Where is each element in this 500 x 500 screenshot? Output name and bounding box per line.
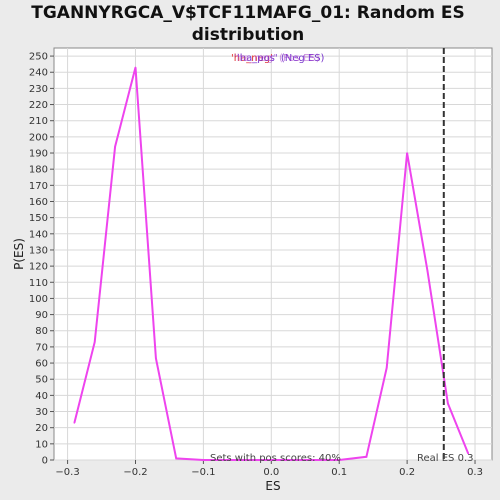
y-tick-label: 110 [29,278,48,289]
pos-scores-annotation: Sets with pos scores: 40% [210,453,341,464]
x-tick-label: 0.1 [331,467,347,478]
y-axis: 0 10 20 30 40 50 60 70 80 90 100 110 120 130 140 150 160… [29,52,54,467]
series-layer [73,66,470,461]
y-tick-label: 100 [29,294,48,305]
y-tick-label: 250 [29,52,48,63]
x-tick-label: −0.1 [191,467,215,478]
plot-area [53,47,493,461]
real-es-annotation: Real ES 0.3 [417,453,473,464]
chart-title-line-2: distribution [192,25,304,45]
y-tick-label: 60 [35,359,48,370]
data-point [270,459,273,461]
x-axis-label: ES [265,479,280,493]
data-point [134,66,137,69]
data-point [338,459,341,461]
y-tick-label: 50 [35,375,48,386]
y-tick-label: 200 [29,132,48,143]
y-tick-label: 230 [29,84,48,95]
data-point [236,459,239,461]
y-tick-label: 130 [29,245,48,256]
y-axis-label: P(ES) [12,238,26,270]
y-tick-label: 220 [29,100,48,111]
data-point [365,455,368,458]
data-point [202,459,205,461]
x-tick-label: 0.3 [467,467,483,478]
legend-ha-neg: 'ha_neg' [231,53,273,64]
y-tick-label: 70 [35,342,48,353]
y-tick-label: 20 [35,423,48,434]
y-tick-label: 120 [29,262,48,273]
data-point [426,270,429,272]
y-tick-label: 160 [29,197,48,208]
data-point [175,457,178,460]
x-tick-label: −0.3 [55,467,79,478]
grid [54,48,492,461]
y-tick-label: 40 [35,391,48,402]
data-point [155,357,157,360]
x-tick-label: 0.2 [399,467,415,478]
y-tick-label: 140 [29,229,48,240]
x-tick-label: 0.0 [263,467,279,478]
data-point [406,152,408,154]
y-tick-label: 180 [29,165,48,176]
y-tick-label: 90 [35,310,48,321]
y-tick-label: 190 [29,149,48,160]
data-point [93,341,96,343]
y-tick-label: 30 [35,407,48,418]
chart-title-line-1: TGANNYRGCA_V$TCF11MAFG_01: Random ES [31,3,465,23]
legend-overlay: 'ha_neg' (Pos ES) [234,53,320,64]
y-tick-label: 210 [29,116,48,127]
y-tick-label: 150 [29,213,48,224]
data-point [73,422,76,424]
data-point [114,145,116,148]
data-point [385,367,388,369]
y-tick-label: 170 [29,181,48,192]
x-tick-label: −0.2 [123,467,147,478]
y-tick-label: 10 [35,439,48,450]
data-point [304,459,307,461]
data-point [447,402,449,405]
y-tick-label: 80 [35,326,48,337]
y-tick-label: 0 [42,456,48,467]
legend-ha-pos: 'ha_pos' (Neg ES) [237,53,325,64]
data-point [467,452,470,455]
y-tick-label: 240 [29,68,48,79]
x-axis: −0.3 −0.2 −0.1 0.0 0.1 0.2 0.3 [55,460,483,478]
